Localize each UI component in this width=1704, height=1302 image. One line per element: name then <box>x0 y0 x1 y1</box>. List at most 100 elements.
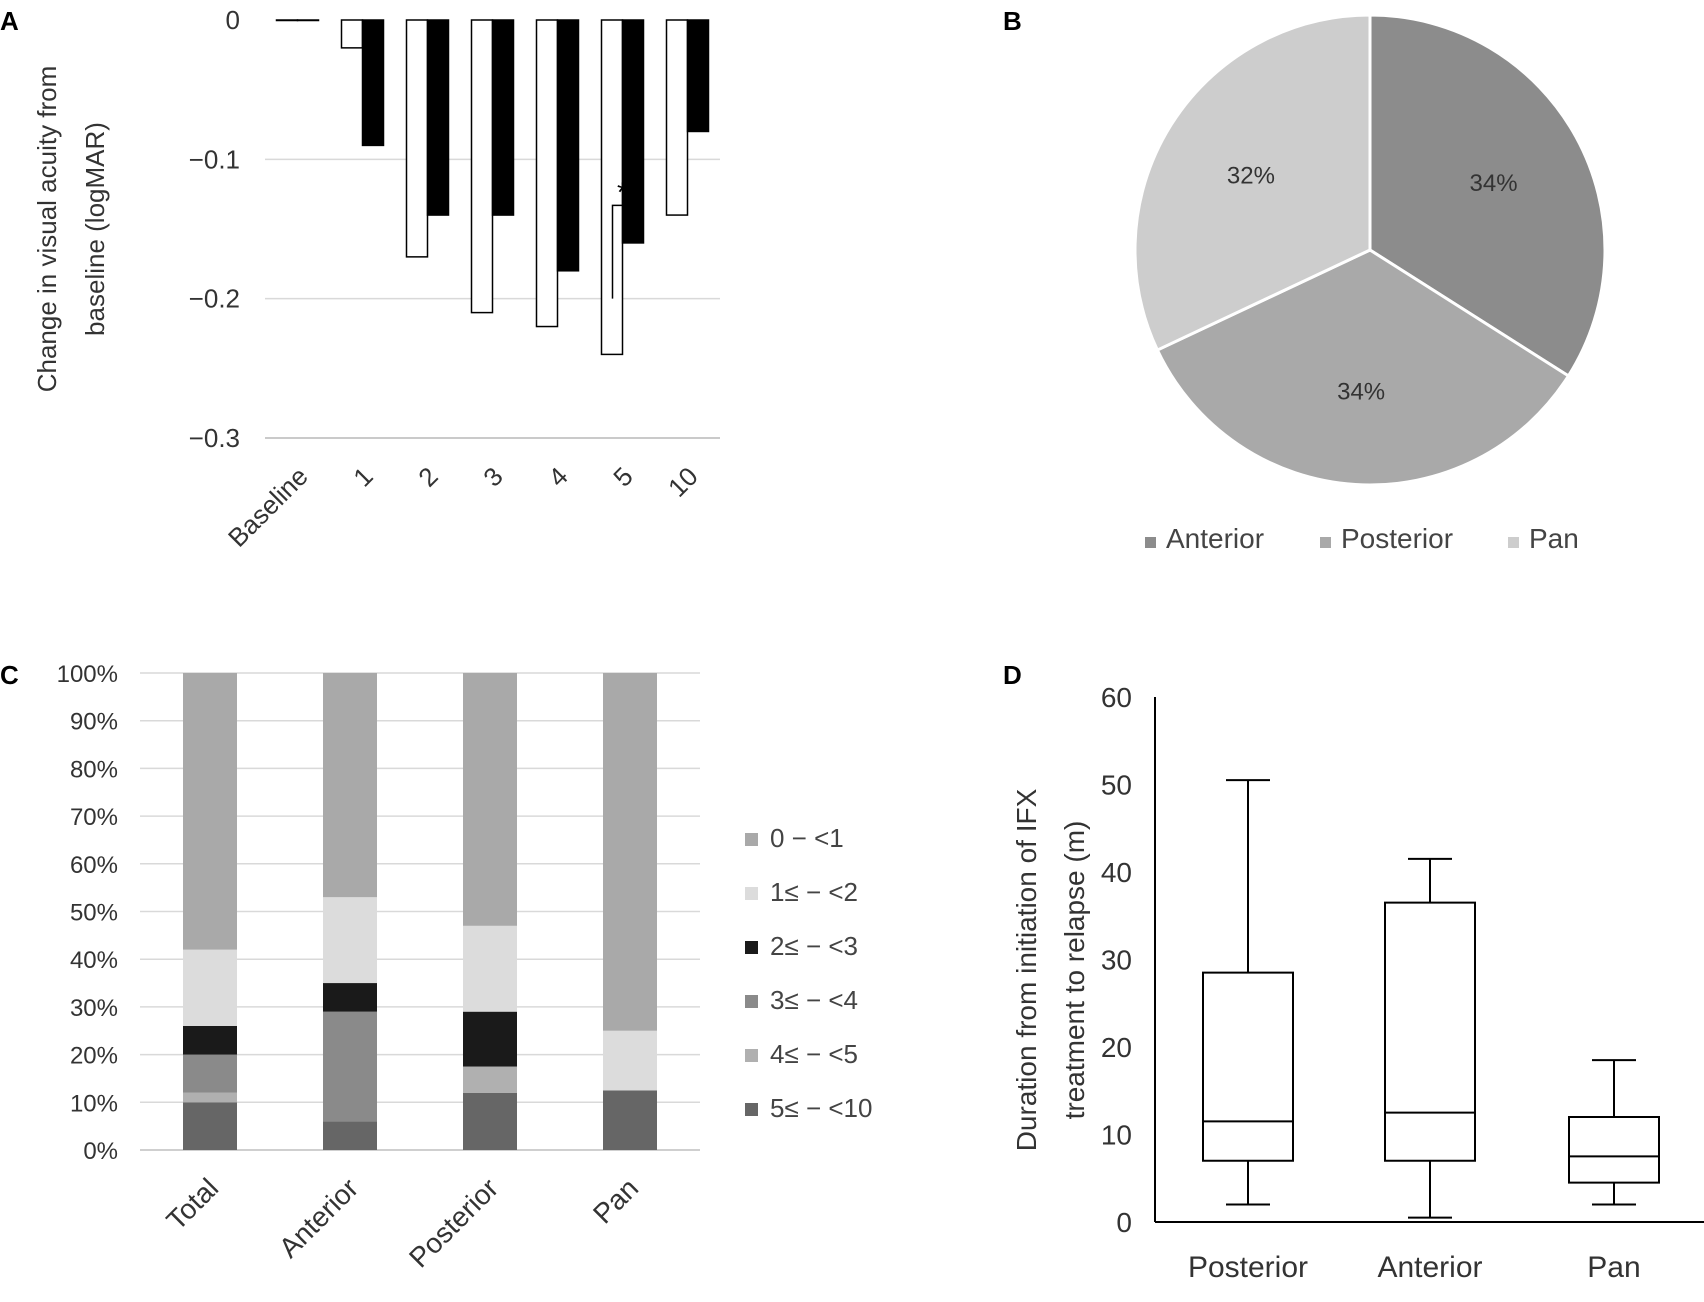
y-axis-label: treatment to relapse (m) <box>1059 821 1090 1120</box>
x-tick-label: Pan <box>1587 1251 1640 1284</box>
stack-segment-Anterior <box>323 897 377 984</box>
bar-series-1-10 <box>665 19 689 216</box>
legend-swatch <box>745 1103 758 1116</box>
bar-series-2-10 <box>686 19 710 133</box>
bar-series-2-5 <box>621 19 645 244</box>
pie-slice-posterior <box>1155 248 1571 487</box>
bar-series-2-Baseline <box>296 19 320 22</box>
y-tick-label: 50% <box>70 900 118 927</box>
bar-series-2-2 <box>426 19 450 216</box>
legend-swatch <box>1145 537 1156 548</box>
bar-series-1-Baseline <box>275 19 299 22</box>
pie-slice-label: 34% <box>1470 170 1518 197</box>
y-tick-label: 10 <box>1101 1120 1132 1151</box>
y-tick-label: 30% <box>70 995 118 1022</box>
y-tick-label: 40% <box>70 947 118 974</box>
y-tick-label: 30 <box>1101 945 1132 976</box>
stack-segment-Anterior <box>323 983 377 1012</box>
y-axis-label: baseline (logMAR) <box>80 122 110 336</box>
stack-segment-Total <box>183 1025 237 1055</box>
panel-label-b: B <box>1003 6 1022 36</box>
stack-segment-Posterior <box>463 1066 517 1093</box>
pie-slice-label: 34% <box>1337 379 1385 406</box>
stack-segment-Posterior <box>463 1092 517 1150</box>
legend-label: Anterior <box>1166 523 1264 554</box>
y-tick-label: 20 <box>1101 1032 1132 1063</box>
y-tick-label: 40 <box>1101 857 1132 888</box>
stack-segment-Pan <box>603 673 657 1031</box>
stack-segment-Anterior <box>323 1011 377 1122</box>
stack-segment-Pan <box>603 1030 657 1091</box>
y-tick-label: 60 <box>1101 682 1132 713</box>
y-tick-label: 0 <box>1116 1207 1132 1238</box>
chart-d-boxplot: 0 10 20 30 40 50 60 Posterior Anterior Pan Duratio… <box>1011 682 1704 1284</box>
y-tick-label: 90% <box>70 709 118 736</box>
stack-segment-Total <box>183 1054 237 1093</box>
stack-segment-Posterior <box>463 925 517 1012</box>
chart-c-stacked: 0% 10% 20% 30% 40% 50% 60% 70% 80% 90% 100% Total An… <box>57 661 873 1273</box>
x-tick-label: Anterior <box>1377 1251 1482 1284</box>
legend-swatch <box>745 941 758 954</box>
x-tick-label: Anterior <box>273 1172 364 1263</box>
significance-bracket <box>611 204 634 299</box>
y-tick-label: 60% <box>70 852 118 879</box>
y-tick-label: −0.3 <box>189 423 240 453</box>
legend-swatch <box>745 995 758 1008</box>
pie-slice-label: 32% <box>1227 162 1275 189</box>
stack-segment-Total <box>183 1092 237 1103</box>
legend-swatch <box>1508 537 1519 548</box>
box-iqr <box>1384 901 1476 1162</box>
box-iqr <box>1568 1116 1660 1184</box>
x-tick-label: Posterior <box>403 1172 504 1273</box>
y-tick-label: 50 <box>1101 770 1132 801</box>
pie-slice-pan <box>1133 13 1372 353</box>
legend-label: 3≤ − <4 <box>770 985 858 1015</box>
bar-series-2-3 <box>491 19 515 216</box>
stack-segment-Pan <box>603 1090 657 1150</box>
legend-label: Pan <box>1529 523 1579 554</box>
y-axis-label: Change in visual acuity from <box>32 66 62 393</box>
y-tick-label: 20% <box>70 1043 118 1070</box>
x-tick-label: 5 <box>607 461 638 492</box>
legend-label: Posterior <box>1341 523 1453 554</box>
y-axis-label: Duration from initiation of IFX <box>1011 788 1042 1151</box>
legend-label: 4≤ − <5 <box>770 1039 858 1069</box>
x-tick-label: 3 <box>477 461 508 492</box>
y-tick-label: 10% <box>70 1090 118 1117</box>
y-tick-label: 0% <box>83 1138 118 1165</box>
stack-segment-Anterior <box>323 1121 377 1150</box>
stack-segment-Total <box>183 949 237 1026</box>
y-tick-label: 100% <box>57 661 118 688</box>
x-tick-label: Baseline <box>222 461 314 553</box>
y-tick-label: −0.1 <box>189 144 240 174</box>
x-tick-label: 10 <box>662 461 704 503</box>
legend-label: 1≤ − <2 <box>770 877 858 907</box>
x-tick-label: Posterior <box>1188 1251 1308 1284</box>
y-tick-label: −0.2 <box>189 284 240 314</box>
bar-series-1-2 <box>405 19 429 258</box>
x-tick-label: Pan <box>587 1172 644 1229</box>
panel-label-a: A <box>0 6 19 36</box>
legend-label: 2≤ − <3 <box>770 931 858 961</box>
legend-swatch <box>745 833 758 846</box>
x-tick-label: 4 <box>542 461 573 492</box>
chart-a-visual-acuity: 0 −0.1 −0.2 −0.3 Baseline 1 2 3 4 5 10 * Change in v… <box>32 5 720 553</box>
stack-segment-Total <box>183 1102 237 1150</box>
y-tick-label: 0 <box>226 5 240 35</box>
chart-b-pie: 34% 34% 32% Anterior Posterior Pan <box>1133 13 1607 554</box>
stack-segment-Posterior <box>463 673 517 926</box>
panel-label-c: C <box>0 660 19 690</box>
legend-swatch <box>745 1049 758 1062</box>
bar-series-1-4 <box>535 19 559 328</box>
legend-label: 5≤ − <10 <box>770 1093 872 1123</box>
box-iqr <box>1202 971 1294 1162</box>
stack-segment-Posterior <box>463 1011 517 1067</box>
stack-segment-Total <box>183 673 237 950</box>
bar-series-1-3 <box>470 19 494 314</box>
legend-label: 0 − <1 <box>770 823 844 853</box>
y-tick-label: 80% <box>70 756 118 783</box>
bar-series-2-4 <box>556 19 580 272</box>
significance-star: * <box>617 176 628 207</box>
panel-label-d: D <box>1003 660 1022 690</box>
